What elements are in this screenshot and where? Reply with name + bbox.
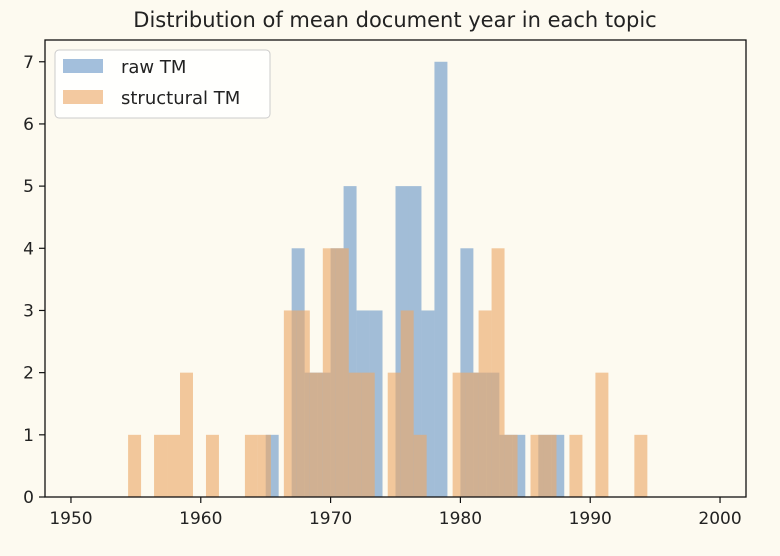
legend-label: structural TM <box>121 88 240 109</box>
bar-structural-tm <box>478 310 492 497</box>
bar-structural-tm <box>465 372 479 497</box>
x-tick-label: 1980 <box>439 509 482 529</box>
y-tick-label: 0 <box>23 488 34 508</box>
bar-structural-tm <box>530 434 544 497</box>
bar-structural-tm <box>634 434 648 497</box>
bar-structural-tm <box>504 434 518 497</box>
bar-structural-tm <box>569 434 583 497</box>
y-tick-label: 5 <box>23 177 34 197</box>
bar-structural-tm <box>309 372 323 497</box>
y-tick-label: 7 <box>23 53 34 73</box>
y-tick-label: 4 <box>23 239 34 259</box>
x-tick-label: 1950 <box>49 509 92 529</box>
bar-raw-tm <box>434 61 448 498</box>
bar-structural-tm <box>296 310 310 497</box>
bar-structural-tm <box>244 434 258 497</box>
bar-structural-tm <box>167 434 181 497</box>
x-tick-label: 1960 <box>179 509 222 529</box>
legend-label: raw TM <box>121 57 186 78</box>
bar-structural-tm <box>180 372 193 497</box>
legend-swatch <box>63 90 103 104</box>
bar-structural-tm <box>128 434 142 497</box>
bar-structural-tm <box>257 434 271 497</box>
bar-structural-tm <box>322 248 336 497</box>
legend: raw TM structural TM <box>54 49 271 119</box>
legend-box <box>54 49 271 119</box>
bar-structural-tm <box>400 310 414 497</box>
bar-structural-tm <box>491 248 505 497</box>
chart-title: Distribution of mean document year in ea… <box>133 8 656 32</box>
y-tick-label: 3 <box>23 301 34 321</box>
axes-frame <box>44 39 747 498</box>
bar-structural-tm <box>335 248 349 497</box>
x-tick-label: 1970 <box>309 509 352 529</box>
bar-structural-tm <box>543 434 557 497</box>
bar-structural-tm <box>595 372 609 497</box>
y-tick-label: 6 <box>23 115 34 135</box>
bar-structural-tm <box>387 372 401 497</box>
bar-structural-tm <box>205 434 219 497</box>
bar-structural-tm <box>283 310 297 497</box>
ticks-layer: 1950 1960 1970 1980 1990 2000 0 1 2 3 4 5 6 7 <box>23 53 741 529</box>
bars-layer <box>128 61 648 498</box>
bar-structural-tm <box>452 372 466 497</box>
y-tick-label: 2 <box>23 364 34 384</box>
legend-swatch <box>63 59 103 73</box>
bar-structural-tm <box>361 372 375 497</box>
x-tick-label: 1990 <box>569 509 612 529</box>
x-tick-label: 2000 <box>698 509 741 529</box>
y-tick-label: 1 <box>23 426 34 446</box>
bar-structural-tm <box>348 372 362 497</box>
bar-structural-tm <box>413 434 427 497</box>
bar-structural-tm <box>154 434 168 497</box>
